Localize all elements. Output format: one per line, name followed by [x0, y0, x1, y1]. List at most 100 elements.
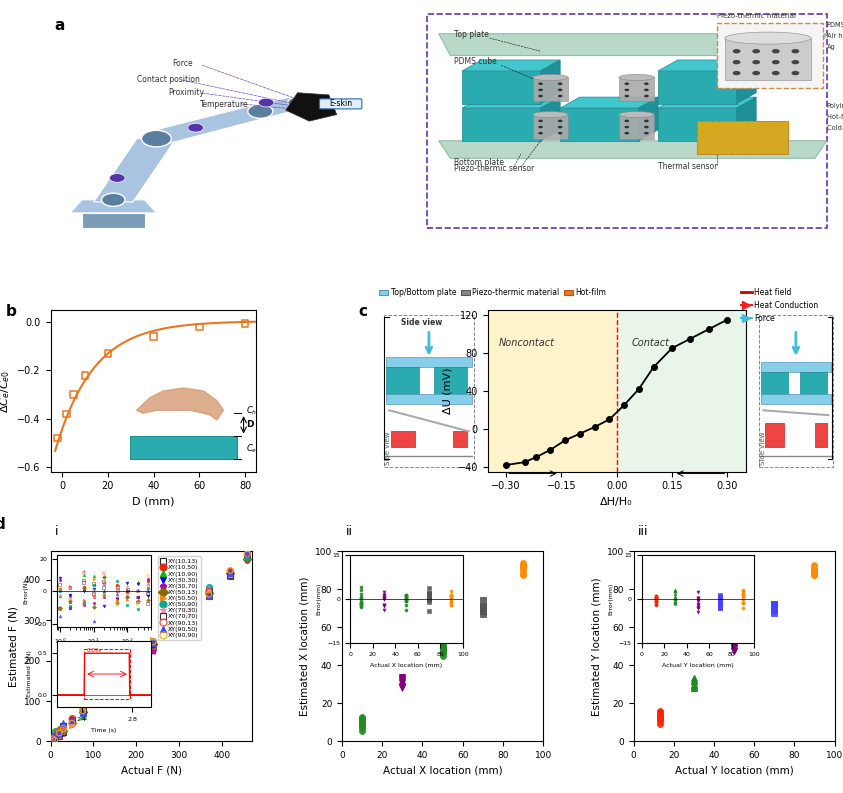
Polygon shape [82, 213, 145, 228]
Text: Thermal sensor: Thermal sensor [658, 163, 717, 171]
Circle shape [538, 126, 543, 128]
Point [476, 601, 490, 614]
Point [48, 734, 62, 746]
Text: Force: Force [172, 59, 193, 67]
Point [180, 607, 194, 620]
Point [112, 672, 126, 684]
X-axis label: Actual X location (mm): Actual X location (mm) [383, 766, 502, 776]
Point [48, 727, 62, 740]
Point [76, 705, 89, 718]
Point [436, 641, 449, 653]
Point [112, 668, 126, 681]
Point [56, 724, 70, 737]
Point [76, 705, 89, 718]
Point [65, 717, 78, 730]
Point [653, 714, 667, 727]
Point [728, 645, 741, 657]
Circle shape [733, 49, 740, 53]
Circle shape [772, 49, 780, 53]
Point [516, 557, 529, 569]
Point [65, 718, 78, 730]
Point [52, 730, 66, 743]
Circle shape [258, 98, 274, 107]
Point [516, 561, 529, 574]
Point [687, 675, 701, 688]
Point [476, 608, 490, 621]
Point [395, 676, 409, 688]
Point [808, 562, 821, 575]
Point [767, 602, 781, 615]
Text: ii: ii [346, 525, 353, 538]
Point [52, 727, 66, 740]
Circle shape [625, 126, 629, 128]
Point [46, 736, 60, 749]
Point [202, 588, 216, 600]
Point [395, 671, 409, 684]
Point [52, 727, 66, 740]
Point [687, 679, 701, 691]
Point [180, 605, 194, 618]
Point [112, 671, 126, 684]
Point [56, 716, 70, 729]
Point [356, 719, 369, 732]
Point [687, 682, 701, 695]
Circle shape [792, 49, 799, 53]
Circle shape [558, 94, 562, 98]
Point [129, 656, 142, 668]
Point [48, 730, 62, 742]
Point [240, 545, 254, 557]
Text: PDMS: PDMS [827, 22, 843, 29]
Point [52, 725, 66, 737]
Point [223, 570, 237, 583]
Point [129, 653, 142, 666]
Circle shape [772, 60, 780, 64]
Point [101, 347, 115, 360]
Circle shape [538, 120, 543, 122]
Polygon shape [619, 114, 654, 139]
Y-axis label: ΔU (mV): ΔU (mV) [442, 368, 452, 414]
FancyBboxPatch shape [427, 14, 827, 228]
Ellipse shape [533, 75, 568, 81]
Point [65, 717, 78, 730]
Circle shape [752, 60, 760, 64]
Point [180, 607, 194, 620]
Polygon shape [737, 60, 756, 104]
Point [728, 640, 741, 653]
Polygon shape [561, 97, 658, 108]
Point [687, 680, 701, 692]
Polygon shape [697, 121, 787, 154]
Point [436, 645, 449, 657]
Point [99, 682, 113, 695]
Circle shape [733, 60, 740, 64]
Point [223, 568, 237, 580]
Point [202, 590, 216, 603]
Point [56, 726, 70, 738]
Point [56, 722, 70, 735]
Point [129, 655, 142, 668]
Point [51, 431, 64, 444]
Point [56, 724, 70, 737]
Point [653, 710, 667, 722]
Polygon shape [70, 200, 157, 213]
Point [653, 708, 667, 721]
Point [436, 637, 449, 649]
Point [516, 558, 529, 571]
Point [476, 603, 490, 616]
Point [48, 730, 62, 743]
Point [653, 718, 667, 730]
Point [164, 619, 177, 632]
Point [356, 725, 369, 737]
Point [56, 723, 70, 736]
Circle shape [558, 132, 562, 135]
Point [48, 735, 62, 748]
Point [112, 672, 126, 684]
Point [395, 680, 409, 692]
Point [223, 569, 237, 581]
Point [52, 728, 66, 741]
Point [99, 681, 113, 694]
Bar [617, 310, 746, 472]
Point [87, 691, 100, 703]
Point [687, 674, 701, 687]
Polygon shape [286, 93, 336, 121]
Polygon shape [438, 34, 827, 56]
